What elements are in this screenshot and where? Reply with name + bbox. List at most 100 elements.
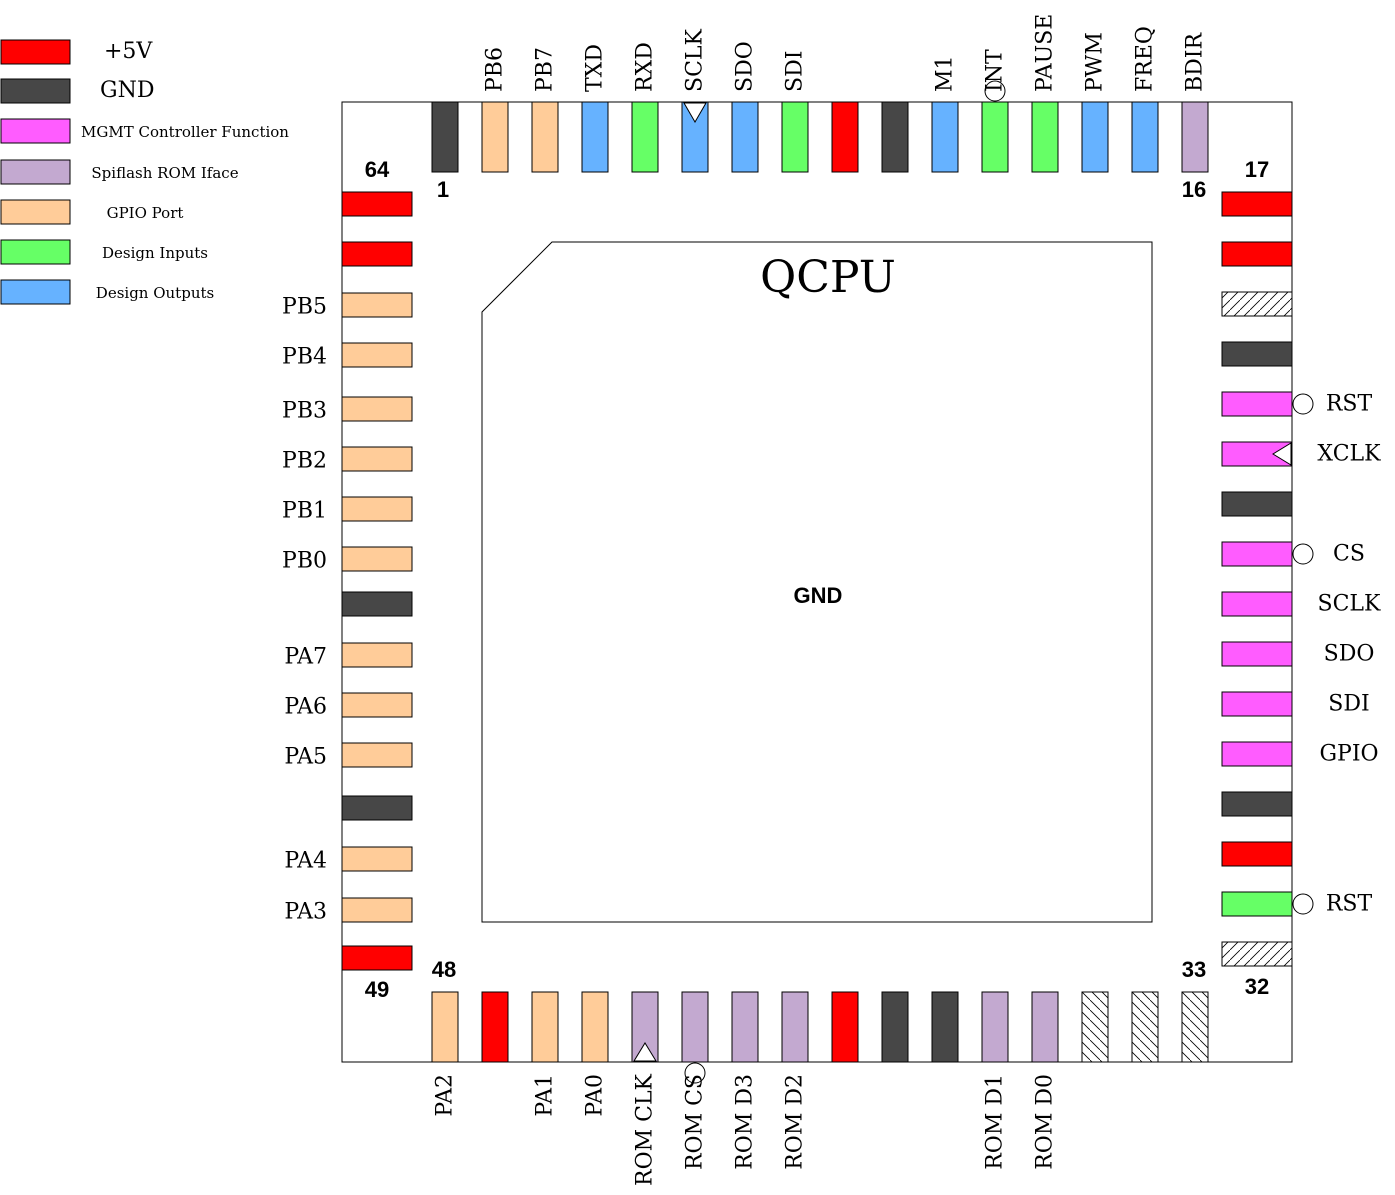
top-pin-3 <box>531 101 559 173</box>
bottom-pin-42 <box>731 991 759 1063</box>
bottom-pin-48 <box>431 991 459 1063</box>
legend: +5V GND MGMT Controller Function Spiflash R… <box>0 39 289 305</box>
legend-swatch-spiflash-rom-iface <box>0 159 71 185</box>
top-pin-14 <box>1081 101 1109 173</box>
left-pin-51-label: PA4 <box>284 849 327 874</box>
top-pin-6-clock-marker <box>683 102 707 123</box>
bottom-pin-41 <box>781 991 809 1063</box>
right-pin-24-inverted-marker <box>1292 543 1314 565</box>
right-pin-18 <box>1221 241 1293 267</box>
left-pin-59-label: PB2 <box>282 449 327 474</box>
bottom-pin-36 <box>1031 991 1059 1063</box>
bottom-pin-46 <box>531 991 559 1063</box>
right-pin-31-inverted-marker <box>1292 893 1314 915</box>
package-outline <box>341 101 1293 1063</box>
legend-swatch-5v <box>0 39 71 65</box>
right-pin-31 <box>1221 891 1293 917</box>
bottom-pin-40 <box>831 991 859 1063</box>
bottom-pin-34 <box>1131 991 1159 1063</box>
top-pin-8-label: SDI <box>783 51 808 92</box>
bottom-pin-43-label: ROM CS <box>683 1074 708 1170</box>
right-pin-21 <box>1221 391 1293 417</box>
right-pin-24-label: CS <box>1333 542 1365 567</box>
top-pin-16 <box>1181 101 1209 173</box>
left-pin-57-label: PB0 <box>282 549 327 574</box>
right-pin-22-clock-marker <box>1272 442 1292 466</box>
left-pin-62 <box>341 292 413 318</box>
top-pin-7-label: SDO <box>733 41 758 92</box>
left-pin-50-label: PA3 <box>284 900 327 925</box>
left-pin-64 <box>341 191 413 217</box>
bottom-pin-48-label: PA2 <box>433 1074 458 1117</box>
bottom-pin-47 <box>481 991 509 1063</box>
left-pin-56 <box>341 591 413 617</box>
top-pin-12-label: INT <box>983 49 1008 92</box>
right-pin-28-label: GPIO <box>1319 742 1378 767</box>
bottom-pin-33 <box>1181 991 1209 1063</box>
right-pin-27 <box>1221 691 1293 717</box>
bottom-pin-43-inverted-marker <box>684 1062 706 1084</box>
legend-label-spiflash-rom-iface: Spiflash ROM Iface <box>91 164 238 182</box>
top-pin-14-label: PWM <box>1083 32 1108 92</box>
legend-swatch-design-outputs <box>0 279 71 305</box>
bottom-pin-37-label: ROM D1 <box>983 1074 1008 1170</box>
right-pin-17 <box>1221 191 1293 217</box>
legend-label-design-outputs: Design Outputs <box>96 284 214 302</box>
bottom-pin-38 <box>931 991 959 1063</box>
legend-label-design-inputs: Design Inputs <box>102 244 208 262</box>
right-pin-22-label: XCLK <box>1317 442 1381 467</box>
top-pin-7 <box>731 101 759 173</box>
top-pin-1 <box>431 101 459 173</box>
left-pin-55 <box>341 642 413 668</box>
top-pin-2-label: PB6 <box>483 47 508 92</box>
left-pin-57 <box>341 546 413 572</box>
right-pin-28 <box>1221 741 1293 767</box>
right-pin-26 <box>1221 641 1293 667</box>
pin-number-16: 16 <box>1182 177 1206 202</box>
right-pin-32 <box>1221 941 1293 967</box>
top-pin-15-label: FREQ <box>1133 26 1158 92</box>
right-pin-31-label: RST <box>1326 892 1373 917</box>
left-pin-50 <box>341 897 413 923</box>
left-pin-55-label: PA7 <box>284 645 327 670</box>
top-pin-11-label: M1 <box>933 55 958 92</box>
legend-swatch-mgmt-controller-function <box>0 118 71 144</box>
top-pin-9 <box>831 101 859 173</box>
legend-swatch-gpio-port <box>0 199 71 225</box>
bottom-pin-36-label: ROM D0 <box>1033 1074 1058 1170</box>
pins: PB6 PB7 TXD RXD SCLK SDO SDI M1 INT PAUSE PWM FREQ B… <box>282 14 1381 1186</box>
bottom-pin-44-label: ROM CLK <box>633 1073 658 1186</box>
die-center-label: GND <box>794 583 843 608</box>
legend-label-gnd: GND <box>100 78 154 103</box>
bottom-pin-37 <box>981 991 1009 1063</box>
top-pin-4 <box>581 101 609 173</box>
legend-swatch-design-inputs <box>0 239 71 265</box>
left-pin-53-label: PA5 <box>284 745 327 770</box>
right-pin-25-label: SCLK <box>1318 592 1382 617</box>
top-pin-15 <box>1131 101 1159 173</box>
bottom-pin-35 <box>1081 991 1109 1063</box>
left-pin-61 <box>341 342 413 368</box>
bottom-pin-45-label: PA0 <box>583 1074 608 1117</box>
left-pin-53 <box>341 742 413 768</box>
left-pin-58 <box>341 496 413 522</box>
top-pin-6-label: SCLK <box>683 28 708 92</box>
bottom-pin-45 <box>581 991 609 1063</box>
legend-label-5v: +5V <box>104 39 153 64</box>
top-pin-4-label: TXD <box>583 44 608 92</box>
chip-title: QCPU <box>760 252 896 303</box>
pin-number-64: 64 <box>365 157 390 182</box>
left-pin-49 <box>341 945 413 971</box>
top-pin-13-label: PAUSE <box>1033 14 1058 92</box>
pin-number-33: 33 <box>1182 957 1206 982</box>
top-pin-8 <box>781 101 809 173</box>
bottom-pin-44-clock-marker <box>633 1042 657 1062</box>
legend-label-gpio-port: GPIO Port <box>107 204 184 222</box>
pin-number-1: 1 <box>437 177 449 202</box>
right-pin-27-label: SDI <box>1328 692 1369 717</box>
die-outline <box>481 241 1153 923</box>
right-pin-29 <box>1221 791 1293 817</box>
bottom-pin-43 <box>681 991 709 1063</box>
legend-label-mgmt-controller-function: MGMT Controller Function <box>81 123 289 141</box>
legend-swatch-gnd <box>0 78 71 104</box>
